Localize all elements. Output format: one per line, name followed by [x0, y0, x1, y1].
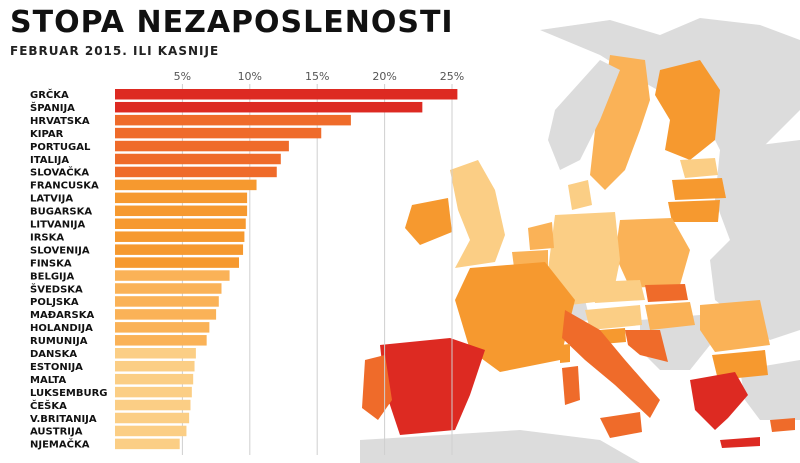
map-czech: [590, 280, 645, 303]
bar: [115, 412, 190, 424]
bar: [115, 425, 187, 437]
map-poland: [615, 218, 690, 288]
x-tick-label: 15%: [305, 70, 329, 83]
map-sweden: [590, 55, 650, 190]
bar: [115, 360, 195, 372]
category-label: POLJSKA: [30, 297, 79, 308]
bar: [115, 153, 281, 165]
map-italy: [562, 310, 660, 418]
map-france: [455, 262, 575, 372]
category-label: FINSKA: [30, 258, 72, 269]
map-bulgaria: [712, 350, 768, 380]
map-croatia: [625, 330, 668, 362]
category-label: SLOVENIJA: [30, 245, 90, 256]
bar: [115, 399, 191, 411]
bar: [115, 231, 245, 242]
map-austria: [585, 305, 642, 330]
bar: [115, 270, 230, 281]
category-label: PORTUGAL: [30, 142, 91, 153]
x-tick-label: 20%: [372, 70, 396, 83]
bar: [115, 166, 277, 178]
category-label: HRVATSKA: [30, 116, 90, 127]
bar: [115, 244, 244, 255]
category-label: NJEMAČKA: [30, 438, 90, 451]
map-cyprus: [770, 418, 795, 432]
category-label: BUGARSKA: [30, 207, 92, 218]
map-slovakia: [645, 284, 688, 302]
page-subtitle: FEBRUAR 2015. ILI KASNIJE: [10, 44, 220, 58]
category-label: RUMUNIJA: [30, 336, 88, 347]
bar: [115, 257, 240, 268]
category-label: ESTONIJA: [30, 362, 83, 373]
category-label: AUSTRIJA: [30, 427, 83, 438]
map-corsica: [560, 344, 570, 363]
bar: [115, 283, 222, 294]
bar: [115, 89, 458, 100]
map-greece: [690, 372, 748, 430]
bar: [115, 296, 219, 307]
bar: [115, 348, 196, 359]
category-label: LATVIJA: [30, 194, 73, 205]
bar: [115, 127, 322, 139]
map-norway: [548, 60, 620, 170]
map-sicily: [600, 412, 642, 438]
map-spain: [380, 338, 485, 435]
category-label: GRČKA: [30, 88, 69, 101]
bar: [115, 386, 192, 398]
bar: [115, 140, 289, 152]
map-non-eu-east: [710, 140, 800, 340]
bar: [115, 218, 246, 229]
bar: [115, 309, 217, 320]
x-tick-label: 10%: [238, 70, 262, 83]
category-label: DANSKA: [30, 349, 77, 360]
category-label: ČEŠKA: [30, 399, 67, 412]
map-netherlands: [528, 222, 554, 250]
map-denmark: [568, 180, 592, 210]
category-label: BELGIJA: [30, 271, 74, 282]
map-latvia: [672, 178, 726, 200]
bar: [115, 373, 194, 385]
map-lithuania: [668, 200, 720, 222]
x-tick-label: 5%: [174, 70, 191, 83]
bar: [115, 192, 248, 204]
category-label: V.BRITANIJA: [30, 414, 97, 425]
map-sardinia: [562, 366, 580, 405]
category-label: HOLANDIJA: [30, 323, 93, 334]
map-finland: [655, 60, 720, 160]
map-estonia: [680, 158, 718, 178]
category-label: ŠPANIJA: [30, 101, 75, 114]
x-tick-label: 25%: [440, 70, 464, 83]
category-label: LITVANIJA: [30, 220, 86, 231]
category-label: ŠVEDSKA: [30, 282, 83, 295]
category-label: SLOVAČKA: [30, 166, 89, 179]
bar: [115, 101, 423, 113]
category-label: IRSKA: [30, 232, 64, 243]
map-uk: [450, 160, 505, 268]
category-label: MAĐARSKA: [30, 310, 94, 321]
bar: [115, 114, 351, 126]
map-romania: [700, 300, 770, 352]
category-label: LUKSEMBURG: [30, 388, 108, 399]
bar: [115, 335, 207, 346]
map-ireland: [405, 198, 452, 245]
category-label: ITALIJA: [30, 155, 69, 166]
bar: [115, 179, 257, 191]
category-label: FRANCUSKA: [30, 181, 99, 192]
bar: [115, 205, 248, 217]
map-hungary: [645, 302, 695, 330]
category-label: KIPAR: [30, 129, 64, 140]
map-crete: [720, 437, 760, 448]
bar: [115, 322, 210, 333]
category-label: MALTA: [30, 375, 66, 386]
bar: [115, 438, 180, 450]
page-title: STOPA NEZAPOSLENOSTI: [10, 5, 454, 40]
map-non-eu-africa: [360, 430, 640, 463]
